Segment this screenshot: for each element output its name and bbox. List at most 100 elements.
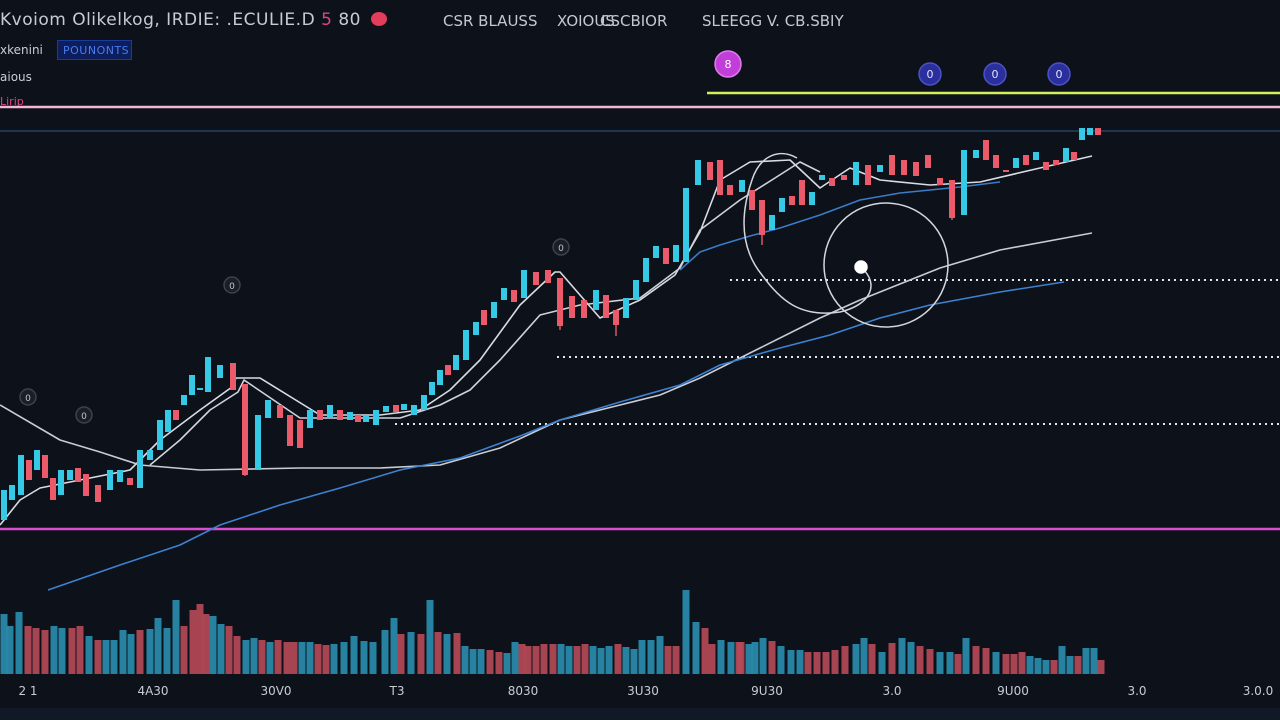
volume-bar bbox=[381, 630, 389, 674]
candle-body bbox=[287, 415, 293, 446]
volume-bar bbox=[682, 590, 690, 674]
volume-bar bbox=[751, 642, 759, 674]
candle-body bbox=[18, 455, 24, 495]
candle-body bbox=[865, 165, 871, 185]
volume-bar bbox=[540, 644, 548, 674]
menu-item-2[interactable]: XOIOUS bbox=[557, 12, 615, 30]
volume-bar bbox=[1050, 660, 1058, 674]
volume-bar bbox=[136, 630, 144, 674]
volume-bar bbox=[322, 645, 330, 674]
volume-bar bbox=[524, 646, 532, 674]
x-axis-label: T3 bbox=[389, 684, 405, 698]
candle-body bbox=[217, 365, 223, 378]
volume-bar bbox=[638, 640, 646, 674]
blue-circle-marker-icon bbox=[983, 62, 1007, 86]
marker-label: 0 bbox=[1056, 68, 1063, 81]
candle-body bbox=[1, 490, 7, 520]
candle-body bbox=[809, 192, 815, 205]
volume-bar bbox=[664, 646, 672, 674]
side-label-2: aious bbox=[0, 70, 32, 84]
bottom-scrollbar[interactable] bbox=[0, 708, 1280, 720]
volume-bar bbox=[242, 640, 250, 674]
x-axis-label: 9U00 bbox=[997, 684, 1029, 698]
candle-body bbox=[58, 470, 64, 495]
x-axis-label: 3.0 bbox=[1127, 684, 1147, 698]
volume-bar bbox=[306, 642, 314, 674]
volume-bar bbox=[557, 644, 565, 674]
candle-body bbox=[117, 470, 123, 482]
candle-body bbox=[317, 410, 323, 420]
volume-bar bbox=[518, 644, 526, 674]
candle-body bbox=[673, 245, 679, 262]
candle-body bbox=[1087, 128, 1093, 135]
candle-body bbox=[877, 165, 883, 172]
volume-bar bbox=[768, 641, 776, 674]
volume-bar bbox=[898, 638, 906, 674]
volume-bar bbox=[486, 650, 494, 674]
volume-bar bbox=[217, 624, 225, 674]
candle-body bbox=[819, 175, 825, 180]
volume-bar bbox=[390, 618, 398, 674]
candle-body bbox=[533, 272, 539, 285]
volume-bar bbox=[701, 628, 709, 674]
candle-body bbox=[277, 405, 283, 418]
volume-bar bbox=[796, 650, 804, 674]
candle-body bbox=[383, 406, 389, 412]
volume-bar bbox=[443, 634, 451, 674]
menu-item-3[interactable]: CSCBIOR bbox=[600, 12, 668, 30]
volume-bar bbox=[692, 622, 700, 674]
volume-bar bbox=[407, 632, 415, 674]
candle-body bbox=[355, 415, 361, 422]
volume-bar bbox=[787, 650, 795, 674]
menu-item-1[interactable]: CSR BLAUSS bbox=[443, 12, 538, 30]
candle-body bbox=[107, 470, 113, 490]
x-axis-label: 3.0.0 bbox=[1242, 684, 1274, 698]
candle-body bbox=[1053, 160, 1059, 165]
volume-bar bbox=[745, 644, 753, 674]
side-label-3: Lirip bbox=[0, 95, 24, 108]
volume-bar bbox=[180, 626, 188, 674]
ma-fast-white-line bbox=[0, 155, 1093, 526]
volume-bar bbox=[1074, 656, 1082, 674]
title-accent: 5 bbox=[321, 10, 333, 30]
candle-body bbox=[853, 162, 859, 185]
volume-bar bbox=[426, 600, 434, 674]
x-axis-label: 3U30 bbox=[627, 684, 659, 698]
volume-bar bbox=[1097, 660, 1105, 674]
status-badge[interactable]: POUNONTS bbox=[57, 40, 132, 60]
volume-bar bbox=[360, 641, 368, 674]
volume-bar bbox=[532, 646, 540, 674]
volume-bar bbox=[946, 652, 954, 674]
volume-bar bbox=[573, 646, 581, 674]
candle-body bbox=[95, 485, 101, 502]
marker-label: 0 bbox=[992, 68, 999, 81]
candle-body bbox=[1003, 170, 1009, 172]
volume-bar bbox=[565, 646, 573, 674]
gray-circle-marker-icon bbox=[552, 238, 570, 256]
candle-body bbox=[557, 278, 563, 326]
candle-body bbox=[501, 288, 507, 300]
volume-bar bbox=[622, 647, 630, 674]
candle-body bbox=[26, 460, 32, 480]
candle-body bbox=[421, 395, 427, 410]
menu-item-4[interactable]: SLEEGG V. CB.SBIY bbox=[702, 12, 844, 30]
candle-body bbox=[1033, 152, 1039, 160]
candle-body bbox=[511, 290, 517, 302]
volume-bar bbox=[672, 646, 680, 674]
candle-body bbox=[949, 180, 955, 218]
volume-bar bbox=[15, 612, 23, 674]
candle-body bbox=[429, 382, 435, 395]
volume-bar bbox=[605, 646, 613, 674]
candle-body bbox=[83, 474, 89, 496]
volume-bar bbox=[258, 640, 266, 674]
candle-body bbox=[1063, 148, 1069, 162]
candle-body bbox=[437, 370, 443, 385]
volume-bar bbox=[549, 644, 557, 674]
volume-bar bbox=[314, 644, 322, 674]
volume-bar bbox=[68, 628, 76, 674]
candle-body bbox=[9, 485, 15, 500]
volume-bar bbox=[94, 640, 102, 674]
candle-body bbox=[1043, 162, 1049, 170]
candle-body bbox=[230, 363, 236, 390]
